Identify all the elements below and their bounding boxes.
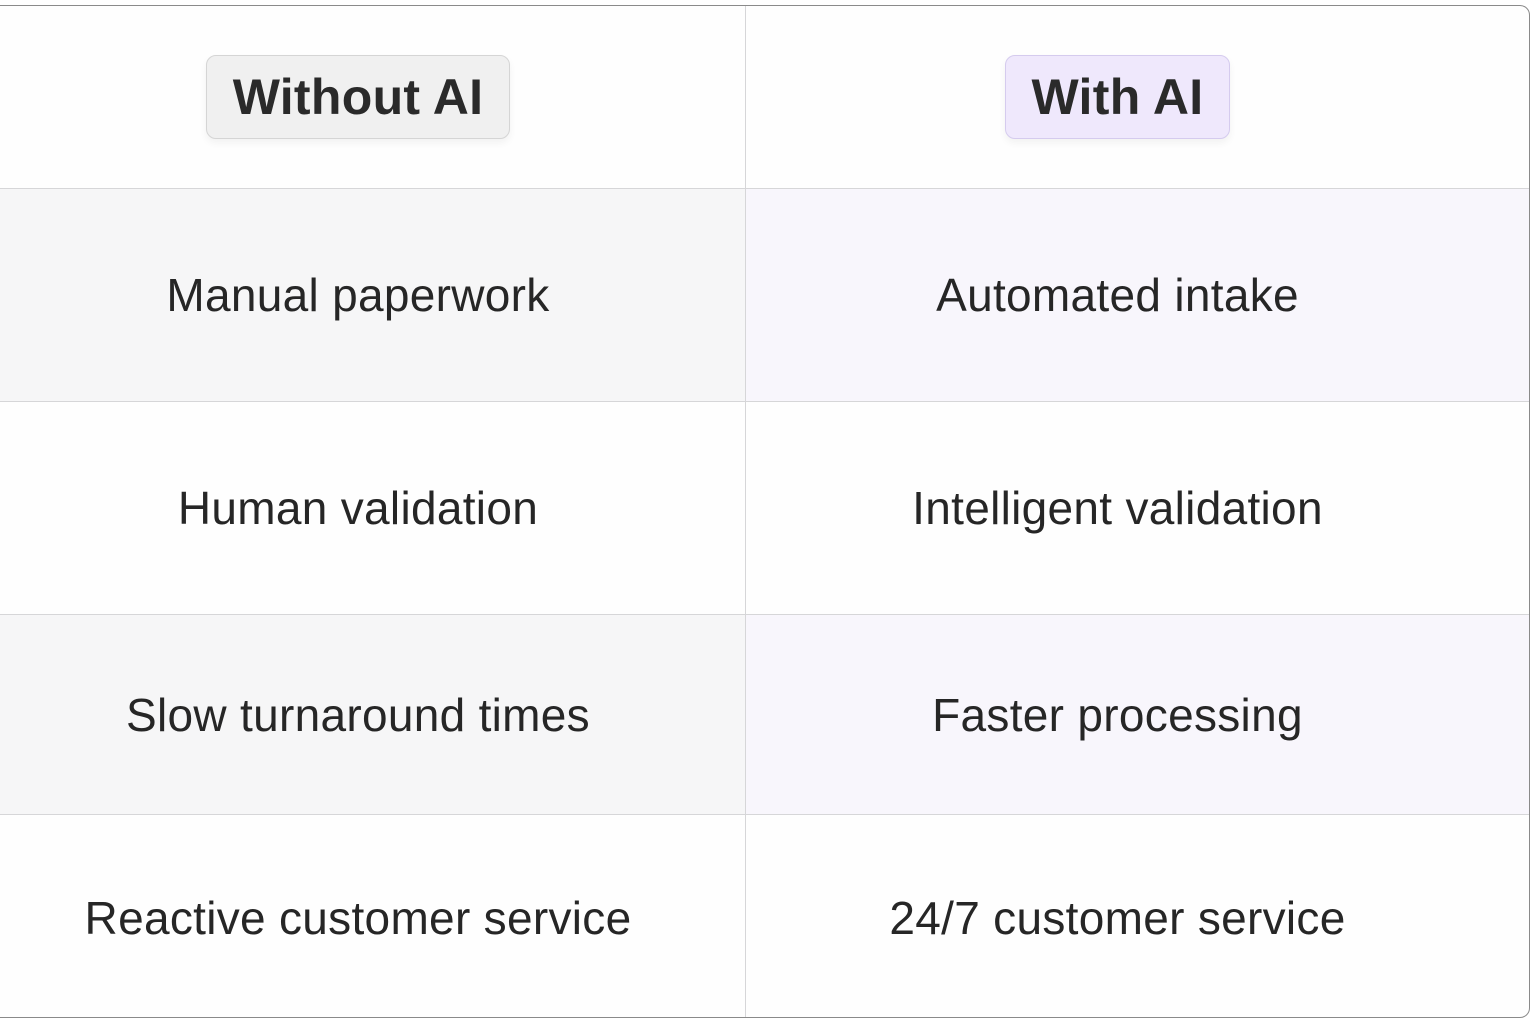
comparison-table: Without AI With AI Manual paperwork Auto… (0, 5, 1530, 1018)
table-row: Human validation Intelligent validation (0, 401, 1529, 614)
header-row: Without AI With AI (0, 6, 1529, 188)
with-cell: Faster processing (746, 615, 1529, 814)
without-cell: Human validation (0, 402, 746, 614)
without-cell: Slow turnaround times (0, 615, 746, 814)
with-cell: Automated intake (746, 189, 1529, 401)
with-cell: 24/7 customer service (889, 891, 1346, 944)
table-row: Reactive customer service 24/7 customer … (0, 814, 1529, 1017)
without-cell: Reactive customer service (0, 815, 746, 1017)
header-cell-without: Without AI (0, 6, 746, 188)
with-cell: Intelligent validation (912, 482, 1323, 534)
table-row: Slow turnaround times Faster processing (0, 614, 1529, 814)
without-ai-badge: Without AI (205, 55, 511, 139)
table-row: Manual paperwork Automated intake (0, 188, 1529, 401)
without-cell: Manual paperwork (0, 189, 746, 401)
header-cell-with: With AI (746, 6, 1529, 188)
with-ai-badge: With AI (1004, 55, 1231, 139)
